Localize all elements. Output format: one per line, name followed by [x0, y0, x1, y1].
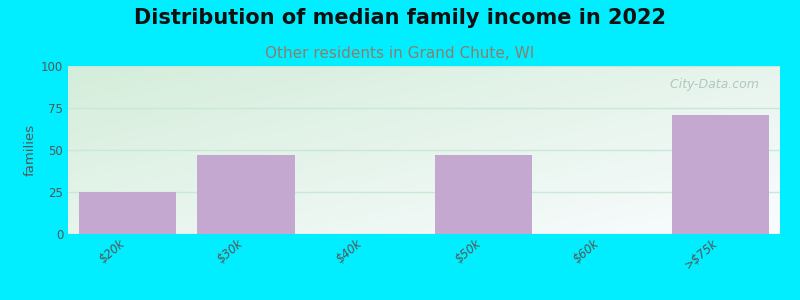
- Bar: [434, 155, 532, 234]
- Text: Distribution of median family income in 2022: Distribution of median family income in …: [134, 8, 666, 28]
- Bar: [672, 115, 770, 234]
- Bar: [78, 192, 176, 234]
- Text: City-Data.com: City-Data.com: [662, 78, 758, 91]
- Bar: [198, 155, 294, 234]
- Text: Other residents in Grand Chute, WI: Other residents in Grand Chute, WI: [266, 46, 534, 62]
- Y-axis label: families: families: [24, 124, 37, 176]
